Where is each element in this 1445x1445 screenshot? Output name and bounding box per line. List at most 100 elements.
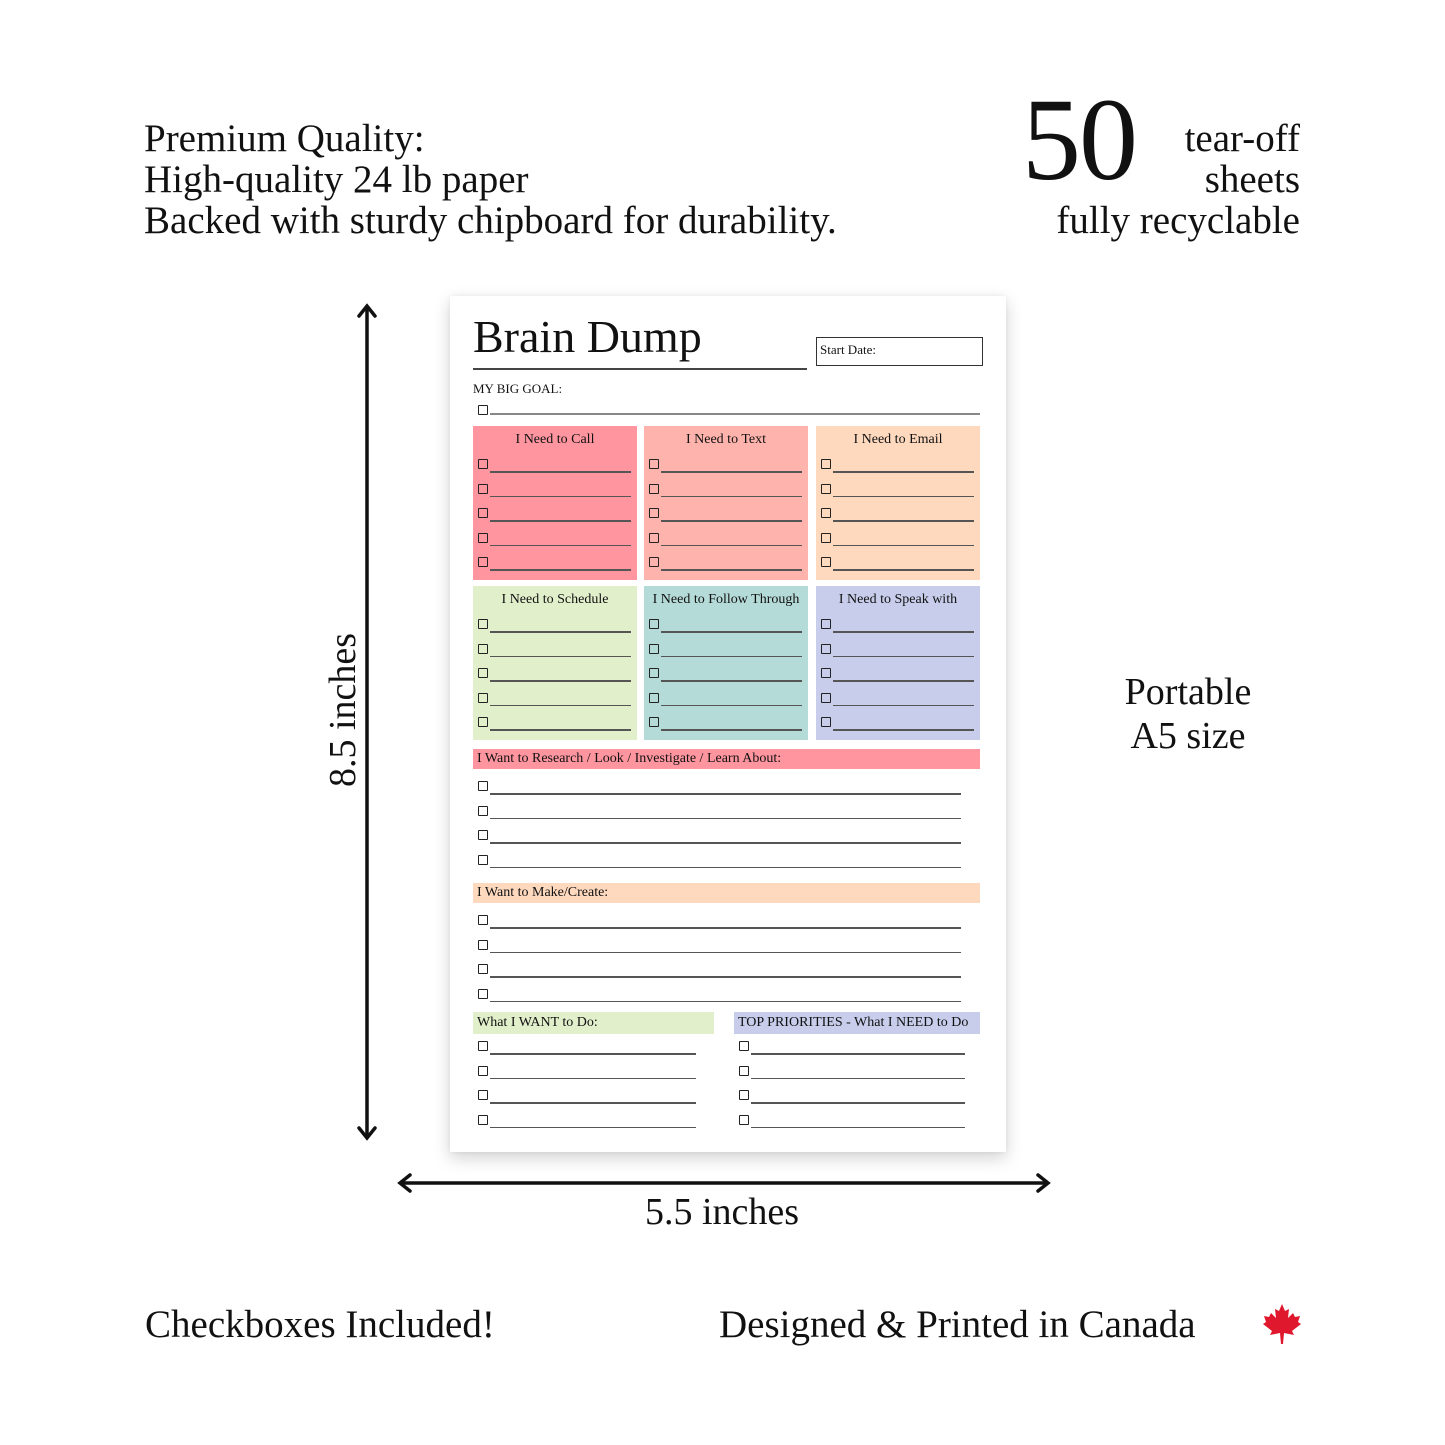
checkbox-icon bbox=[478, 692, 488, 703]
features-text: Premium Quality: High-quality 24 lb pape… bbox=[144, 118, 837, 241]
category-line bbox=[661, 520, 802, 522]
checkbox-icon bbox=[821, 643, 831, 654]
checkbox-icon bbox=[739, 1041, 749, 1051]
section-header: I Want to Make/Create: bbox=[473, 883, 980, 903]
category-line bbox=[661, 655, 802, 658]
section-line bbox=[751, 1077, 965, 1079]
checkbox-icon bbox=[478, 805, 488, 816]
section-header: TOP PRIORITIES - What I NEED to Do bbox=[734, 1012, 980, 1034]
checkbox-icon bbox=[649, 508, 659, 519]
sheets-line-1: tear-off bbox=[1184, 117, 1300, 160]
features-line-3: Backed with sturdy chipboard for durabil… bbox=[144, 199, 837, 242]
height-arrow bbox=[357, 303, 377, 1141]
category-line bbox=[833, 704, 974, 707]
checkbox-icon bbox=[478, 964, 488, 974]
checkbox-icon bbox=[478, 643, 488, 654]
title-underline bbox=[473, 368, 807, 370]
section-header: I Want to Research / Look / Investigate … bbox=[473, 749, 980, 769]
category-line bbox=[490, 471, 631, 473]
checkbox-icon bbox=[649, 459, 659, 469]
checkbox-icon bbox=[649, 619, 659, 629]
checkbox-icon bbox=[478, 508, 488, 519]
category-line bbox=[490, 569, 631, 571]
category-line bbox=[661, 495, 802, 498]
checkbox-icon bbox=[821, 508, 831, 519]
checkbox-icon bbox=[649, 692, 659, 703]
category-title: I Need to Follow Through bbox=[652, 592, 800, 607]
checkbox-icon bbox=[478, 1090, 488, 1100]
checkbox-icon bbox=[478, 717, 488, 728]
planner-title: Brain Dump bbox=[473, 311, 702, 362]
checkbox-icon bbox=[739, 1065, 749, 1076]
width-label: 5.5 inches bbox=[644, 1191, 800, 1233]
canada-note: Designed & Printed in Canada bbox=[719, 1303, 1196, 1346]
category-title: I Need to Schedule bbox=[501, 592, 609, 607]
checkbox-icon bbox=[478, 1114, 488, 1125]
category-line bbox=[833, 544, 974, 547]
checkbox-icon bbox=[649, 668, 659, 679]
section-line bbox=[490, 1126, 696, 1128]
category-line bbox=[661, 704, 802, 707]
category-line bbox=[490, 520, 631, 522]
checkbox-icon bbox=[649, 532, 659, 543]
section-line bbox=[751, 1126, 965, 1128]
checkbox-icon bbox=[649, 557, 659, 568]
category-box: I Need to Follow Through bbox=[644, 586, 808, 740]
category-line bbox=[490, 631, 631, 633]
planner-sheet: Brain Dump Start Date: MY BIG GOAL: I Ne… bbox=[450, 296, 1006, 1152]
checkbox-icon bbox=[478, 830, 488, 840]
features-line-2: High-quality 24 lb paper bbox=[144, 158, 529, 201]
category-line bbox=[661, 471, 802, 473]
checkbox-icon bbox=[478, 854, 488, 865]
category-title: I Need to Email bbox=[853, 432, 943, 447]
recyclable-label: fully recyclable bbox=[1056, 199, 1300, 242]
category-line bbox=[833, 520, 974, 522]
checkbox-icon bbox=[821, 483, 831, 494]
checkbox-icon bbox=[478, 1041, 488, 1051]
start-date-field: Start Date: bbox=[816, 337, 983, 366]
section-line bbox=[490, 817, 961, 819]
checkbox-icon bbox=[821, 459, 831, 469]
size-note: Portable A5 size bbox=[1088, 670, 1288, 758]
category-line bbox=[833, 729, 974, 731]
checkbox-icon bbox=[478, 532, 488, 543]
width-arrow bbox=[397, 1173, 1051, 1193]
section-line bbox=[490, 793, 961, 795]
section-line bbox=[751, 1102, 965, 1104]
category-line bbox=[833, 471, 974, 473]
checkbox-icon bbox=[478, 988, 488, 999]
section-line bbox=[490, 976, 961, 978]
category-line bbox=[490, 495, 631, 498]
checkbox-icon bbox=[478, 619, 488, 629]
checkbox-icon bbox=[649, 483, 659, 494]
checkbox-icon bbox=[478, 939, 488, 950]
checkbox-icon bbox=[739, 1114, 749, 1125]
section-line bbox=[490, 1102, 696, 1104]
section-line bbox=[490, 842, 961, 844]
checkbox-icon bbox=[478, 915, 488, 925]
checkbox-icon bbox=[821, 532, 831, 543]
category-line bbox=[661, 631, 802, 633]
checkbox-icon bbox=[478, 781, 488, 791]
category-box: I Need to Speak with bbox=[816, 586, 980, 740]
category-box: I Need to Call bbox=[473, 426, 637, 580]
section-line bbox=[751, 1053, 965, 1055]
checkbox-icon bbox=[821, 692, 831, 703]
category-box: I Need to Email bbox=[816, 426, 980, 580]
maple-leaf-icon bbox=[1263, 1304, 1301, 1344]
section-line bbox=[490, 1000, 961, 1002]
checkbox-icon bbox=[649, 643, 659, 654]
category-title: I Need to Speak with bbox=[838, 592, 958, 607]
sheets-label: tear-off sheets bbox=[1185, 118, 1300, 200]
checkboxes-note: Checkboxes Included! bbox=[145, 1303, 495, 1346]
checkbox-icon bbox=[821, 717, 831, 728]
category-line bbox=[661, 569, 802, 571]
category-line bbox=[833, 680, 974, 682]
category-line bbox=[661, 680, 802, 682]
section-line bbox=[490, 1077, 696, 1079]
checkbox-icon bbox=[478, 557, 488, 568]
checkbox-icon bbox=[478, 459, 488, 469]
category-line bbox=[490, 680, 631, 682]
category-box: I Need to Text bbox=[644, 426, 808, 580]
checkbox-icon bbox=[478, 405, 488, 415]
